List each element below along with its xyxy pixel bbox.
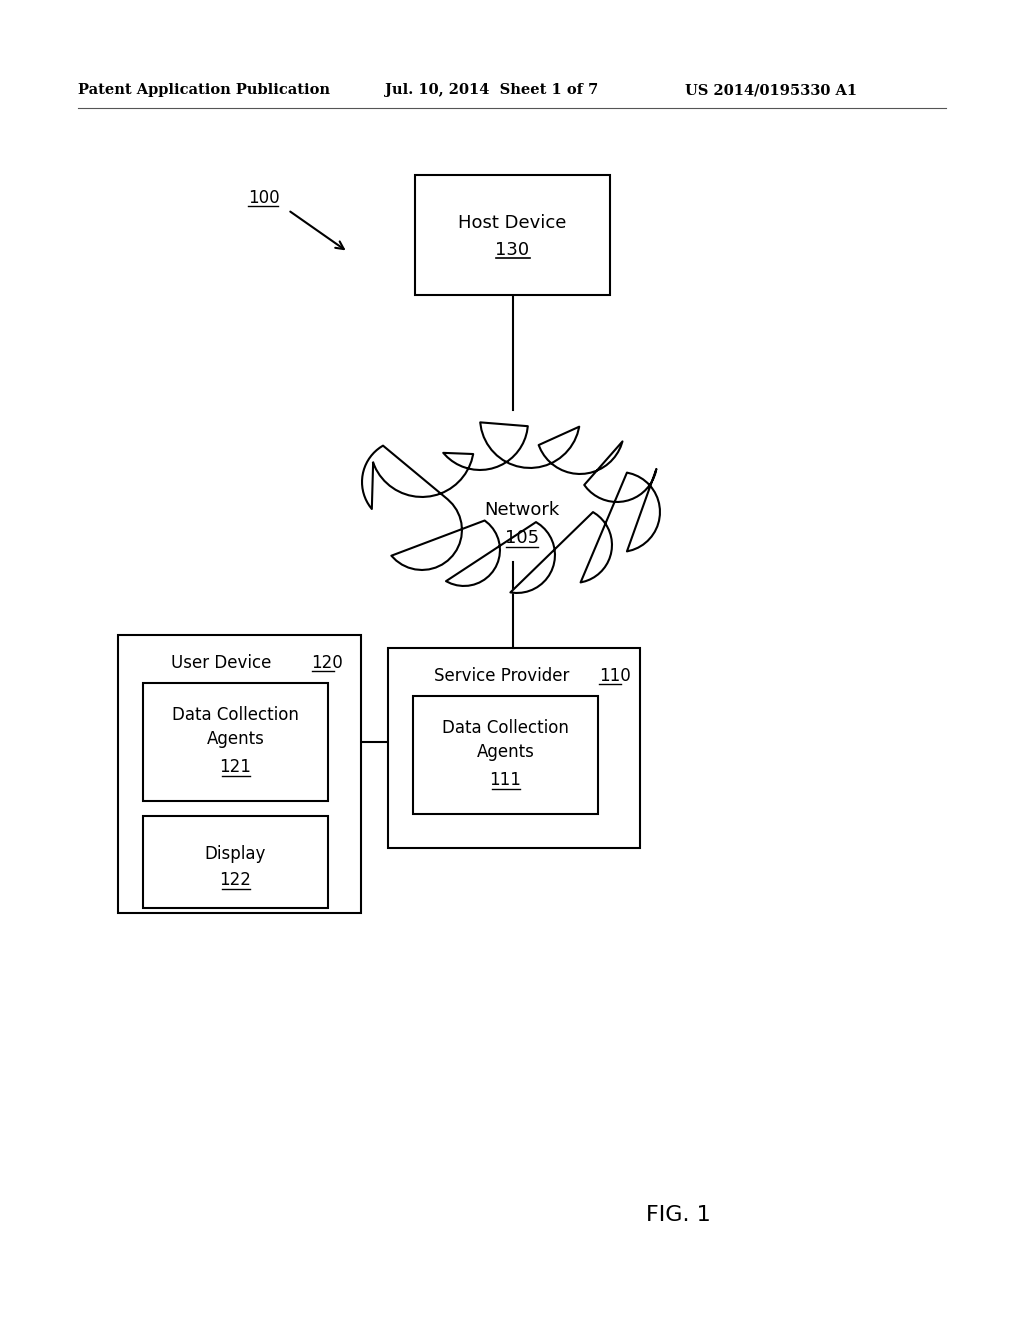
- Text: 111: 111: [489, 771, 521, 789]
- Text: Display: Display: [205, 845, 266, 863]
- Text: User Device: User Device: [171, 653, 271, 672]
- Text: Jul. 10, 2014  Sheet 1 of 7: Jul. 10, 2014 Sheet 1 of 7: [385, 83, 598, 96]
- Bar: [143, 682, 328, 801]
- Bar: [143, 816, 328, 908]
- Text: Data Collection
Agents: Data Collection Agents: [442, 719, 569, 760]
- Bar: [388, 648, 640, 847]
- Text: Host Device: Host Device: [459, 214, 566, 232]
- Text: 120: 120: [311, 653, 343, 672]
- Text: Network: Network: [484, 502, 560, 519]
- Text: 105: 105: [505, 529, 539, 546]
- Text: FIG. 1: FIG. 1: [645, 1205, 711, 1225]
- Text: 100: 100: [248, 189, 280, 207]
- Text: 130: 130: [496, 242, 529, 259]
- Text: Data Collection
Agents: Data Collection Agents: [172, 706, 299, 748]
- Bar: [413, 696, 598, 814]
- Text: Patent Application Publication: Patent Application Publication: [78, 83, 330, 96]
- Text: 121: 121: [219, 758, 252, 776]
- Text: US 2014/0195330 A1: US 2014/0195330 A1: [685, 83, 857, 96]
- Text: 110: 110: [599, 667, 631, 685]
- Text: 122: 122: [219, 871, 252, 888]
- Bar: [118, 635, 361, 913]
- Text: Service Provider: Service Provider: [434, 667, 569, 685]
- Bar: [415, 176, 610, 294]
- Polygon shape: [362, 422, 659, 593]
